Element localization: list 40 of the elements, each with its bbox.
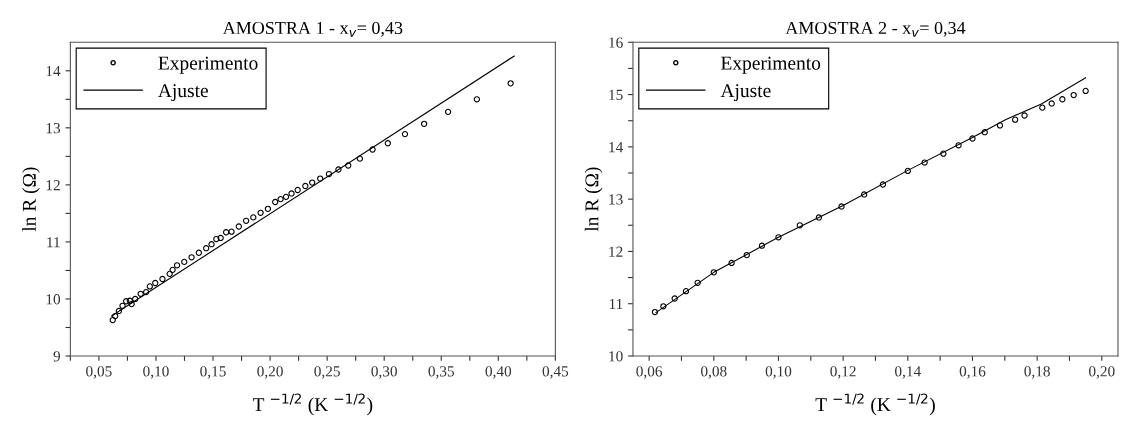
y-axis-title: ln R (Ω) [584, 167, 603, 232]
y-tick-label: 10 [609, 351, 623, 362]
x-tick-label: 0,08 [701, 366, 727, 379]
y-axis-title: ln R (Ω) [22, 167, 40, 232]
x-tick-label: 0,18 [1024, 366, 1050, 379]
chart-title: AMOSTRA 2 - x$_{v}$= 0,34 [785, 21, 966, 37]
y-tick-label: 9 [53, 351, 61, 362]
legend-label: Experimento [721, 56, 821, 74]
legend-label: Experimento [158, 56, 258, 74]
x-tick-label: 0,15 [200, 366, 226, 379]
y-tick-label: 15 [609, 89, 623, 101]
y-tick-label: 13 [609, 194, 623, 205]
y-tick-label: 10 [46, 294, 61, 305]
x-tick-label: 0,14 [895, 366, 921, 379]
x-axis-title: T $^{−1/2}$ (K $^{−1/2}$) [252, 393, 373, 416]
y-tick-label: 11 [47, 237, 60, 248]
x-tick-label: 0,40 [485, 366, 512, 379]
y-tick-label: 11 [609, 298, 623, 310]
x-tick-label: 0,25 [314, 366, 340, 379]
x-tick-label: 0,16 [959, 366, 986, 379]
y-tick-label: 16 [609, 37, 623, 48]
x-tick-label: 0,10 [765, 366, 792, 379]
y-tick-label: 13 [46, 123, 61, 134]
x-tick-label: 0,10 [143, 366, 169, 379]
y-tick-label: 14 [609, 142, 624, 153]
x-tick-label: 0,45 [542, 366, 569, 379]
x-axis-title: T $^{−1/2}$ (K $^{−1/2}$) [815, 393, 935, 416]
x-tick-label: 0,30 [371, 366, 397, 379]
x-tick-label: 0,20 [257, 366, 283, 379]
legend-label: Ajuste [720, 84, 771, 102]
x-tick-label: 0,06 [636, 366, 663, 379]
x-tick-label: 0,12 [830, 366, 856, 379]
y-tick-label: 12 [46, 180, 60, 191]
legend-label: Ajuste [158, 84, 208, 102]
x-tick-label: 0,35 [428, 366, 455, 379]
x-tick-label: 0,05 [86, 366, 112, 379]
chart-title: AMOSTRA 1 - x$_{v}$= 0,43 [222, 21, 403, 37]
y-tick-label: 12 [609, 246, 623, 257]
y-tick-label: 14 [46, 66, 61, 77]
x-tick-label: 0,20 [1089, 366, 1115, 379]
